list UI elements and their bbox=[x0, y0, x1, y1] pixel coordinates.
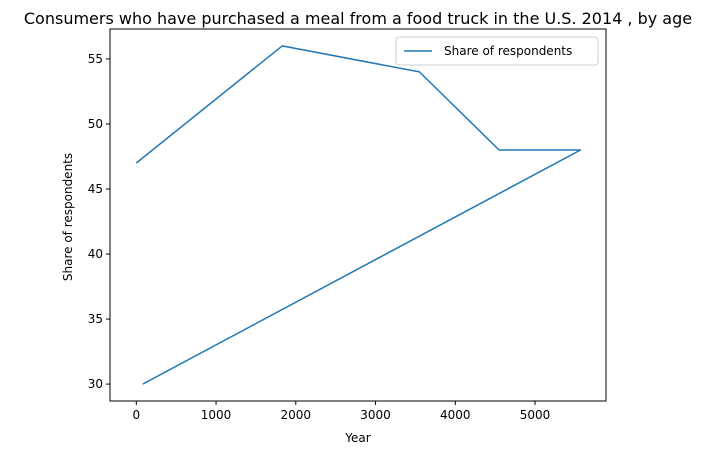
x-tick-label: 1000 bbox=[201, 408, 232, 422]
axes-frame bbox=[109, 28, 607, 402]
x-tick-label: 5000 bbox=[520, 408, 551, 422]
x-axis-label: Year bbox=[344, 431, 370, 445]
chart-title: Consumers who have purchased a meal from… bbox=[24, 9, 692, 28]
y-tick-label: 40 bbox=[88, 247, 103, 261]
y-tick-label: 50 bbox=[88, 117, 103, 131]
y-tick-label: 55 bbox=[88, 52, 103, 66]
x-tick-label: 4000 bbox=[440, 408, 471, 422]
x-tick-label: 3000 bbox=[360, 408, 391, 422]
series-line bbox=[135, 45, 582, 385]
legend-box bbox=[395, 36, 599, 66]
y-axis-label: Share of respondents bbox=[61, 153, 75, 281]
legend-label: Share of respondents bbox=[444, 44, 572, 58]
tick-group: 0 1000 2000 3000 4000 5000 30 35 40 45 50 55 bbox=[88, 52, 551, 422]
x-tick-label: 2000 bbox=[281, 408, 312, 422]
x-tick-label: 0 bbox=[132, 408, 140, 422]
y-tick-label: 45 bbox=[88, 182, 103, 196]
legend: Share of respondents bbox=[395, 36, 599, 66]
y-tick-label: 30 bbox=[88, 377, 103, 391]
y-tick-label: 35 bbox=[88, 312, 103, 326]
plot-area bbox=[135, 45, 582, 385]
